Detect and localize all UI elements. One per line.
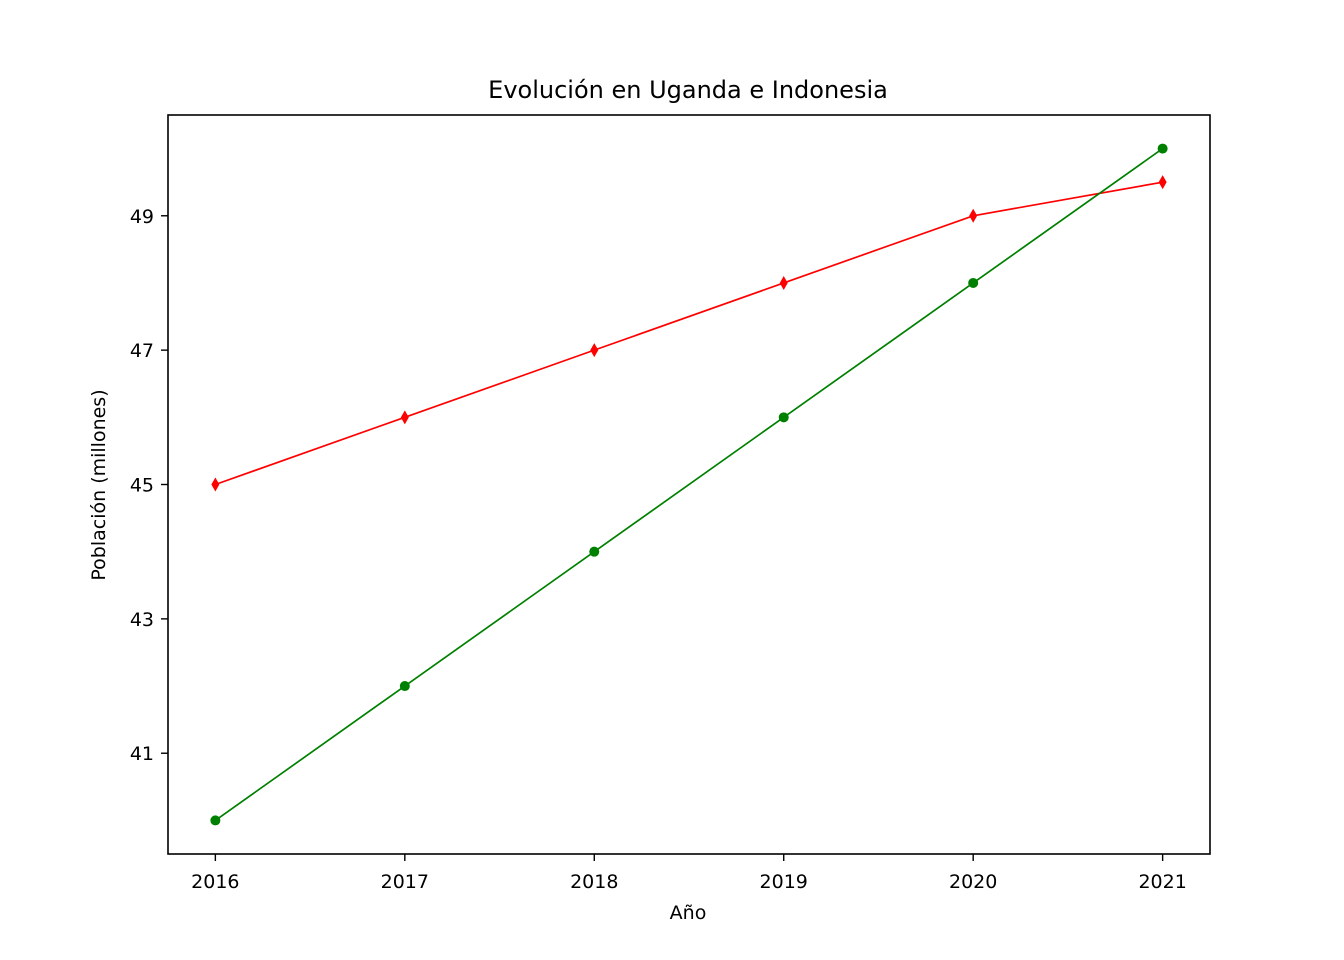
chart-title: Evolución en Uganda e Indonesia (488, 76, 888, 104)
plot-area (210, 143, 1168, 826)
x-tick-label: 2021 (1138, 871, 1186, 893)
y-tick-label: 45 (130, 475, 154, 497)
x-tick-label: 2020 (949, 871, 997, 893)
y-tick-label: 43 (130, 609, 154, 631)
y-tick-label: 47 (130, 340, 154, 362)
x-tick-label: 2016 (191, 871, 239, 893)
data-point (400, 410, 409, 425)
data-point (589, 546, 600, 557)
y-tick-label: 41 (130, 743, 154, 765)
x-tick-label: 2019 (760, 871, 808, 893)
y-axis: 41 43 45 47 49 (130, 206, 168, 765)
x-axis: 2016 2017 2018 2019 2020 2021 (191, 854, 1187, 893)
x-axis-label: Año (670, 902, 707, 924)
data-point (399, 681, 410, 692)
data-point (1158, 175, 1167, 190)
data-point (779, 275, 788, 290)
series-line-2 (214, 147, 1164, 822)
data-point (968, 277, 979, 288)
data-point (211, 477, 220, 492)
x-tick-label: 2017 (381, 871, 429, 893)
y-axis-label: Población (millones) (88, 389, 110, 580)
x-tick-label: 2018 (570, 871, 618, 893)
data-point (210, 815, 221, 826)
data-point (969, 208, 978, 223)
data-point (590, 343, 599, 358)
series-line-1 (215, 181, 1163, 486)
data-point (1157, 143, 1168, 154)
data-point (778, 412, 789, 423)
y-tick-label: 49 (130, 206, 154, 228)
